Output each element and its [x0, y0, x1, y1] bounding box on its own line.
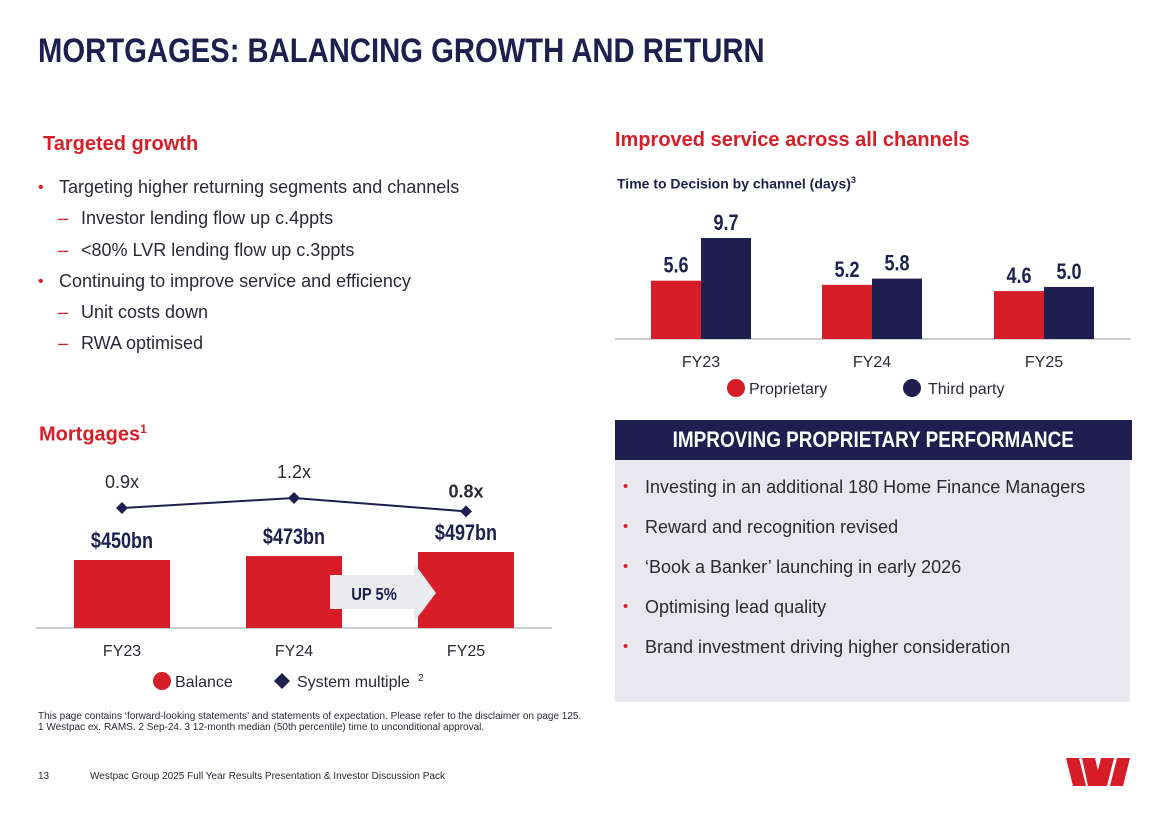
bar-balance [246, 556, 342, 628]
bar-third-party [1044, 286, 1094, 339]
footnotes: This page contains ‘forward-looking stat… [38, 711, 581, 733]
mortgages-heading-text: Mortgages [39, 423, 141, 446]
x-tick-label: FY23 [682, 354, 720, 371]
legend-marker [903, 379, 921, 397]
data-label: 5.2 [834, 258, 859, 282]
x-tick-label: FY25 [1025, 354, 1063, 371]
marker-system-multiple [288, 492, 300, 504]
service-chart-title-text: Time to Decision by channel (days) [617, 175, 851, 192]
legend-label-sup: 2 [418, 673, 424, 684]
bar-proprietary [994, 291, 1044, 339]
panel-bullet-item: Reward and recognition revised [623, 507, 1085, 547]
bar-proprietary [822, 284, 872, 339]
mortgages-chart: $450bn FY23 $473bn FY24 $497bn FY25 0.9x 1.2x 0.… [36, 462, 552, 691]
bullet-item: Continuing to improve service and effici… [38, 266, 459, 298]
panel-bullet-item: ‘Book a Banker’ launching in early 2026 [623, 547, 1085, 587]
page-title: MORTGAGES: BALANCING GROWTH AND RETURN [38, 32, 765, 70]
service-heading: Improved service across all channels [615, 129, 970, 151]
targeted-growth-heading: Targeted growth [43, 133, 199, 155]
bar-proprietary [651, 280, 701, 339]
sub-bullet-item: Unit costs down [38, 297, 459, 329]
x-tick-label: FY24 [853, 354, 891, 371]
time-to-decision-chart: 5.6 9.7 FY23 5.2 5.8 FY24 4.6 5.0 FY25 Proprietar… [615, 211, 1131, 398]
panel-bullet-item: Optimising lead quality [623, 587, 1085, 627]
x-tick-label: FY24 [275, 643, 313, 660]
data-label: 9.7 [713, 211, 738, 235]
bar-third-party [701, 238, 751, 339]
panel-bullet-item: Investing in an additional 180 Home Fina… [623, 467, 1085, 507]
panel-heading-text: IMPROVING PROPRIETARY PERFORMANCE [672, 427, 1075, 452]
panel-heading: IMPROVING PROPRIETARY PERFORMANCE [615, 420, 1132, 460]
data-label-multiple: 0.9x [105, 472, 139, 492]
callout-label: UP 5% [351, 585, 397, 605]
data-label: 5.8 [884, 252, 909, 276]
panel-bullet-item: Brand investment driving higher consider… [623, 627, 1085, 667]
x-tick-label: FY23 [103, 643, 141, 660]
mortgages-heading: Mortgages1 [39, 422, 147, 447]
data-label-balance: $450bn [91, 529, 153, 553]
service-chart-title-sup: 3 [850, 175, 856, 185]
bar-third-party [872, 278, 922, 339]
mortgages-heading-sup: 1 [140, 422, 147, 436]
sub-bullet-item: RWA optimised [38, 328, 459, 360]
data-label-balance: $497bn [435, 521, 497, 545]
sub-bullet-item: Investor lending flow up c.4ppts [38, 203, 459, 235]
legend-label-balance: Balance [175, 674, 233, 691]
legend-label-multiple: System multiple [297, 674, 410, 691]
legend-label: Third party [928, 381, 1004, 398]
data-label: 5.0 [1056, 260, 1081, 284]
page-number: 13 [38, 771, 50, 782]
legend-marker-multiple [274, 673, 290, 689]
data-label-multiple: 1.2x [277, 462, 311, 482]
sub-bullet-item: <80% LVR lending flow up c.3ppts [38, 235, 459, 267]
legend-marker-balance [153, 672, 171, 690]
marker-system-multiple [116, 502, 128, 514]
service-chart-title: Time to Decision by channel (days)3 [617, 175, 856, 192]
callout-arrow [330, 563, 436, 622]
marker-system-multiple [460, 505, 472, 518]
footnote-text: 1 Westpac ex. RAMS. 2 Sep-24. 3 12-month… [38, 722, 485, 733]
legend-label: Proprietary [749, 381, 827, 398]
targeted-growth-list: Targeting higher returning segments and … [38, 172, 459, 360]
bullet-item: Targeting higher returning segments and … [38, 172, 459, 204]
legend-marker [727, 379, 745, 397]
x-tick-label: FY25 [447, 643, 485, 660]
data-label: 4.6 [1006, 265, 1031, 289]
westpac-w-logo-icon [1066, 758, 1130, 786]
bar-balance [418, 552, 514, 628]
data-label-multiple: 0.8x [448, 481, 483, 501]
data-label: 5.6 [663, 254, 688, 278]
disclaimer-text: This page contains ‘forward-looking stat… [38, 711, 582, 722]
panel-list: Investing in an additional 180 Home Fina… [623, 467, 1085, 667]
panel-body: Investing in an additional 180 Home Fina… [615, 460, 1130, 702]
data-label-balance: $473bn [263, 525, 325, 549]
deck-title: Westpac Group 2025 Full Year Results Pre… [90, 771, 445, 782]
bar-balance [74, 560, 170, 628]
